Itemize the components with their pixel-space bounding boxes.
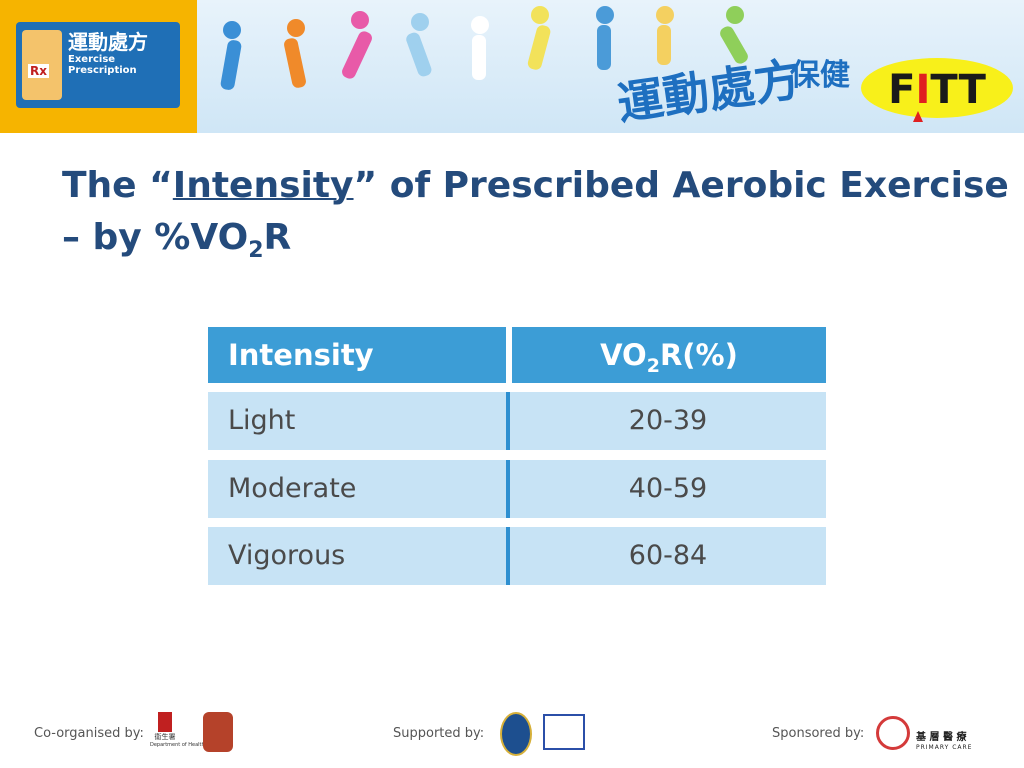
footer-label: Sponsored by: xyxy=(772,726,865,741)
title-text: The “ xyxy=(62,165,173,206)
table-cell: Light xyxy=(208,392,826,450)
footer-label: Co-organised by: xyxy=(34,726,144,741)
header-sub: 2 xyxy=(646,354,660,377)
fitt-arrow xyxy=(913,111,923,122)
column-divider xyxy=(506,392,510,450)
table-cell: Moderate xyxy=(208,460,826,518)
doh-logo: 衞生署 Department of Health xyxy=(150,712,205,756)
doh-icon xyxy=(158,712,172,732)
crest-logo xyxy=(203,712,233,752)
fitt-label: FITT xyxy=(888,67,986,113)
table-cell: Vigorous xyxy=(208,527,826,585)
column-header: Intensity xyxy=(208,327,506,383)
banner-text: 保健 xyxy=(790,58,850,93)
column-header: VO2R(%) xyxy=(512,327,826,383)
support-logo xyxy=(543,714,585,750)
title-text: – by %VO xyxy=(62,217,249,258)
logo-en: Exercise Prescription xyxy=(68,54,137,76)
sponsor-logo xyxy=(876,716,910,750)
column-divider xyxy=(506,527,510,585)
title-text: ” of Prescribed Aerobic Exercise xyxy=(353,165,1009,206)
fitt-i: I xyxy=(915,67,930,113)
sponsor-en: PRIMARY CARE xyxy=(916,744,973,751)
footer-label: Supported by: xyxy=(393,726,485,741)
table-cell: 40-59 xyxy=(628,473,708,504)
slide-title: The “Intensity” of Prescribed Aerobic Ex… xyxy=(62,160,1009,277)
banner-text: 運動處方 xyxy=(614,52,804,131)
doh-cn: 衞生署 xyxy=(154,733,176,741)
logo-panel: Rx 運動處方 Exercise Prescription xyxy=(16,22,180,108)
logo-cn: 運動處方 xyxy=(68,30,148,54)
table-cell: 60-84 xyxy=(628,540,708,571)
fitt-tt: TT xyxy=(930,67,986,113)
title-line: – by %VO2R xyxy=(62,212,1009,277)
title-text: R xyxy=(263,217,292,258)
header-text: VO xyxy=(600,338,647,372)
fitt-badge xyxy=(861,58,1013,118)
header-text: R(%) xyxy=(659,338,738,372)
table-cell: 20-39 xyxy=(628,405,708,436)
title-sub: 2 xyxy=(248,238,264,264)
fitt-f: F xyxy=(888,67,915,113)
column-divider xyxy=(506,460,510,518)
title-keyword: Intensity xyxy=(172,165,354,206)
title-line: The “Intensity” of Prescribed Aerobic Ex… xyxy=(62,160,1009,212)
logo: Rx 運動處方 Exercise Prescription xyxy=(0,0,197,133)
banner-art: 運動處方 保健 FITT xyxy=(220,6,1013,131)
support-logo xyxy=(500,712,532,756)
doh-en: Department of Health xyxy=(150,742,205,748)
rx-icon: Rx xyxy=(28,64,49,78)
sponsor-cn: 基 層 醫 療 xyxy=(916,732,967,743)
runners xyxy=(220,6,748,90)
